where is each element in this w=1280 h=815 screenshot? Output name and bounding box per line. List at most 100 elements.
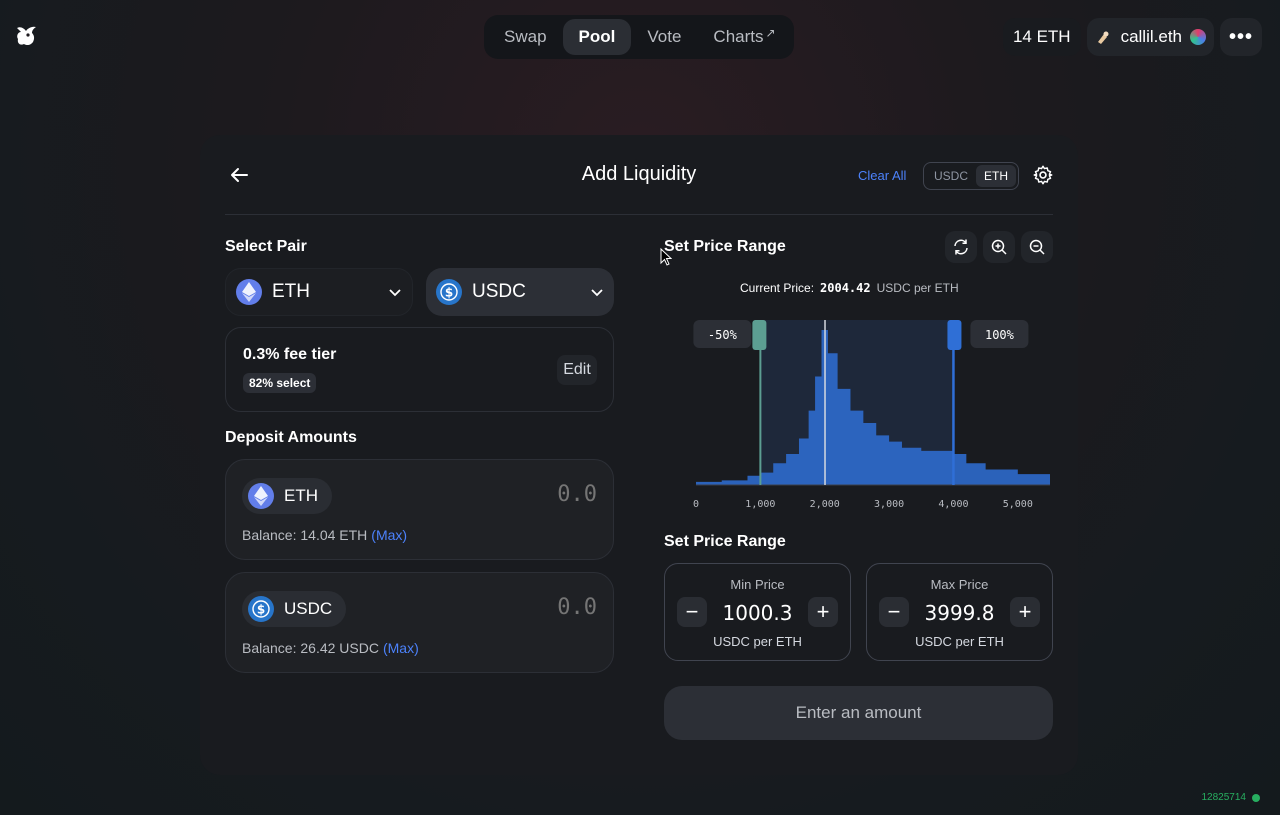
block-number[interactable]: 12825714	[1201, 792, 1260, 803]
account-emoji-icon	[1097, 31, 1109, 44]
x-tick-label: 4,000	[938, 499, 968, 510]
deposit-eth-token-label: ETH	[284, 486, 318, 505]
deposit-usdc-token: $ USDC	[242, 591, 347, 627]
svg-text:$: $	[445, 286, 453, 300]
token-b-label: USDC	[472, 281, 526, 302]
zoom-in-button[interactable]	[983, 231, 1015, 263]
deposit-eth-token: ETH	[242, 478, 332, 514]
eth-balance: 14 ETH	[1002, 18, 1081, 56]
gear-icon[interactable]	[1032, 164, 1054, 186]
min-price-decrement-button[interactable]: −	[677, 597, 707, 627]
min-price-increment-button[interactable]: +	[808, 597, 838, 627]
min-price-label: Min Price	[730, 577, 785, 592]
zoom-in-icon	[991, 239, 1007, 255]
toggle-eth[interactable]: ETH	[976, 165, 1017, 187]
eth-icon	[248, 483, 274, 509]
svg-text:$: $	[257, 603, 265, 617]
fee-tier-box: 0.3% fee tier 82% select Edit	[225, 327, 614, 412]
avatar	[1190, 29, 1206, 45]
liquidity-area	[696, 330, 1050, 485]
x-tick-label: 0	[693, 499, 699, 510]
max-price-decrement-button[interactable]: −	[879, 597, 909, 627]
tab-swap-label: Swap	[504, 27, 547, 46]
token-a-label: ETH	[272, 281, 310, 302]
external-link-icon: ↗	[765, 26, 776, 40]
min-range-handle[interactable]	[752, 320, 767, 350]
usdc-icon: $	[436, 279, 462, 305]
min-handle-label: -50%	[708, 328, 738, 342]
nav-tabs: Swap Pool Vote Charts ↗	[484, 15, 794, 59]
fee-edit-button[interactable]: Edit	[557, 355, 597, 385]
fee-select-badge: 82% select	[243, 373, 317, 393]
min-price-value[interactable]: 1000.3	[722, 601, 793, 625]
card-header: Add Liquidity Clear All USDC ETH	[225, 155, 1053, 215]
token-a-select[interactable]: ETH	[225, 268, 413, 316]
deposit-usdc-box: $ USDC Balance: 26.42 USDC(Max)	[225, 572, 614, 673]
account-area: 14 ETH callil.eth •••	[1002, 18, 1262, 56]
status-dot	[1252, 793, 1260, 802]
toggle-usdc[interactable]: USDC	[934, 169, 969, 183]
clear-all-button[interactable]: Clear All	[858, 168, 907, 183]
max-price-unit: USDC per ETH	[915, 634, 1004, 649]
more-icon: •••	[1228, 25, 1253, 48]
more-menu-button[interactable]: •••	[1220, 18, 1262, 56]
page-title: Add Liquidity	[581, 163, 697, 185]
deposit-usdc-input[interactable]	[457, 595, 597, 620]
deposit-eth-box: ETH Balance: 14.04 ETH(Max)	[225, 459, 614, 560]
usdc-max-button[interactable]: (Max)	[382, 640, 419, 656]
max-handle-label-bg	[970, 320, 1029, 348]
max-price-value[interactable]: 3999.8	[924, 601, 995, 625]
deposit-usdc-token-label: USDC	[284, 599, 333, 618]
tab-pool-label: Pool	[578, 27, 616, 46]
current-price-unit: USDC per ETH	[876, 281, 959, 295]
token-b-select[interactable]: $ USDC	[426, 268, 614, 316]
tab-charts[interactable]: Charts ↗	[697, 19, 791, 55]
set-price-range-label-2: Set Price Range	[664, 533, 786, 550]
add-liquidity-card: Add Liquidity Clear All USDC ETH Select …	[200, 135, 1078, 775]
eth-max-button[interactable]: (Max)	[371, 527, 408, 543]
set-price-range-label: Set Price Range	[664, 238, 786, 255]
zoom-out-button[interactable]	[1021, 231, 1053, 263]
zoom-out-icon	[1029, 239, 1045, 255]
current-price: Current Price: 2004.42 USDC per ETH	[740, 281, 959, 295]
max-range-handle[interactable]	[947, 320, 962, 350]
tab-swap[interactable]: Swap	[488, 19, 563, 55]
deposit-eth-input[interactable]	[457, 482, 597, 507]
min-price-box: Min Price − 1000.3 + USDC per ETH	[664, 563, 851, 661]
tab-charts-label: Charts	[713, 27, 764, 46]
deposit-amounts-label: Deposit Amounts	[225, 429, 357, 446]
chevron-down-icon	[591, 289, 603, 297]
current-price-value: 2004.42	[820, 281, 871, 295]
x-tick-label: 2,000	[810, 499, 840, 510]
x-tick-label: 5,000	[1003, 499, 1033, 510]
tab-vote-label: Vote	[647, 27, 682, 46]
mouse-cursor-icon	[660, 248, 672, 266]
reset-range-button[interactable]	[945, 231, 977, 263]
x-tick-label: 3,000	[874, 499, 904, 510]
fee-tier-title: 0.3% fee tier	[243, 346, 337, 363]
enter-amount-button[interactable]: Enter an amount	[664, 686, 1053, 740]
deposit-eth-balance: Balance: 14.04 ETH (Max)	[242, 527, 407, 543]
max-price-increment-button[interactable]: +	[1010, 597, 1040, 627]
account-name: callil.eth	[1120, 27, 1182, 46]
tab-pool[interactable]: Pool	[562, 19, 632, 55]
uniswap-logo-icon[interactable]	[12, 22, 40, 50]
usdc-balance-text: Balance: 26.42 USDC	[242, 640, 379, 656]
usdc-icon: $	[248, 596, 274, 622]
current-price-label: Current Price:	[740, 281, 815, 295]
min-handle-label-bg	[693, 320, 752, 348]
liquidity-chart[interactable]: -50% 100% 0 1,000 2,000 3,000 4,000 5,000	[680, 315, 1060, 520]
back-arrow-icon[interactable]	[227, 163, 251, 187]
account-button[interactable]: callil.eth	[1086, 18, 1214, 56]
block-number-text: 12825714	[1201, 792, 1247, 803]
price-denomination-toggle[interactable]: USDC ETH	[923, 162, 1020, 190]
max-price-label: Max Price	[930, 577, 989, 592]
chevron-down-icon	[389, 289, 401, 297]
select-pair-label: Select Pair	[225, 238, 307, 255]
min-price-unit: USDC per ETH	[713, 634, 802, 649]
x-tick-label: 1,000	[745, 499, 775, 510]
refresh-icon	[954, 239, 968, 255]
tab-vote[interactable]: Vote	[631, 19, 697, 55]
max-price-box: Max Price − 3999.8 + USDC per ETH	[866, 563, 1053, 661]
eth-icon	[236, 279, 262, 305]
